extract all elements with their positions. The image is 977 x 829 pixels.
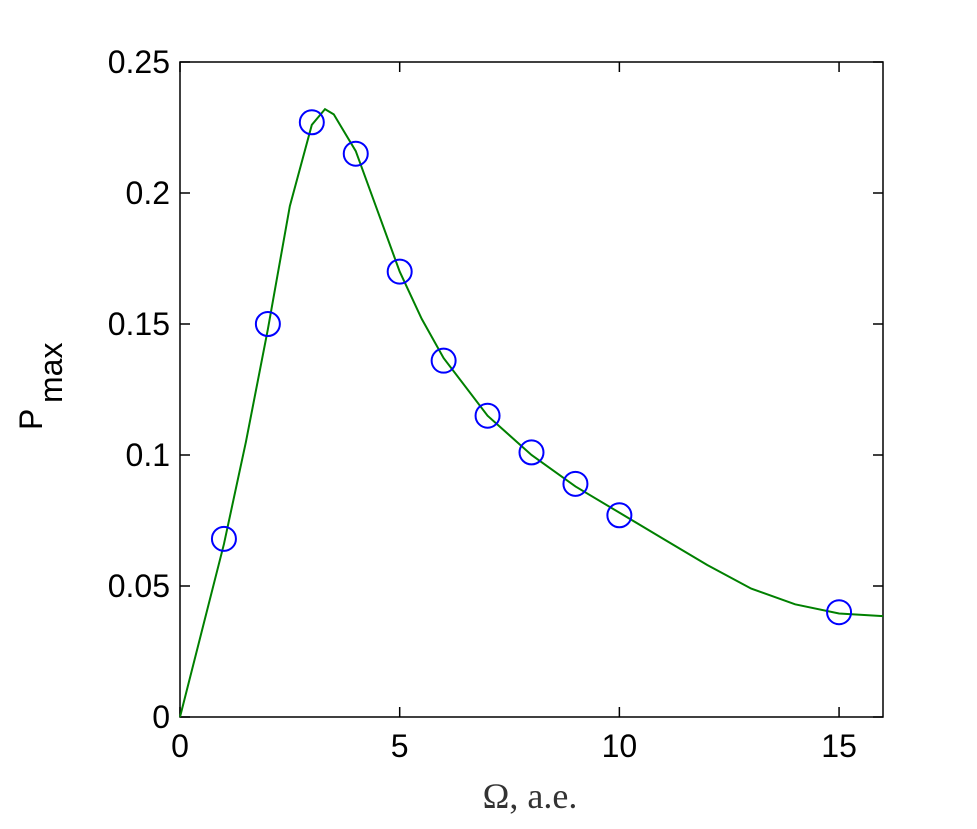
y-tick-label: 0.1 (126, 437, 170, 473)
data-point (606, 502, 633, 529)
y-tick-label: 0.05 (108, 568, 170, 604)
y-tick-label: 0 (152, 699, 170, 735)
data-point (826, 599, 853, 626)
data-point (386, 258, 413, 285)
data-point (342, 140, 369, 167)
data-point (430, 347, 457, 374)
x-tick-label: 15 (821, 728, 857, 764)
y-tick-label: 0.15 (108, 306, 170, 342)
data-point (518, 439, 545, 466)
fit-line (179, 107, 884, 718)
y-tick-label: 0.25 (108, 44, 170, 80)
data-point (254, 311, 281, 337)
y-axis-label-group: P max (13, 343, 69, 430)
x-tick-label: 0 (171, 728, 189, 764)
data-point (298, 109, 325, 136)
x-axis-label: Ω, a.e. (483, 776, 578, 816)
y-tick-label: 0.2 (126, 175, 170, 211)
axes-box (179, 61, 884, 718)
x-tick-label: 5 (391, 728, 409, 764)
x-tick-label: 10 (602, 728, 638, 764)
y-axis-label: P (13, 409, 49, 430)
y-axis-label-subscript: max (33, 343, 69, 403)
data-point (474, 402, 501, 429)
data-point (562, 470, 589, 497)
data-point (210, 525, 237, 552)
